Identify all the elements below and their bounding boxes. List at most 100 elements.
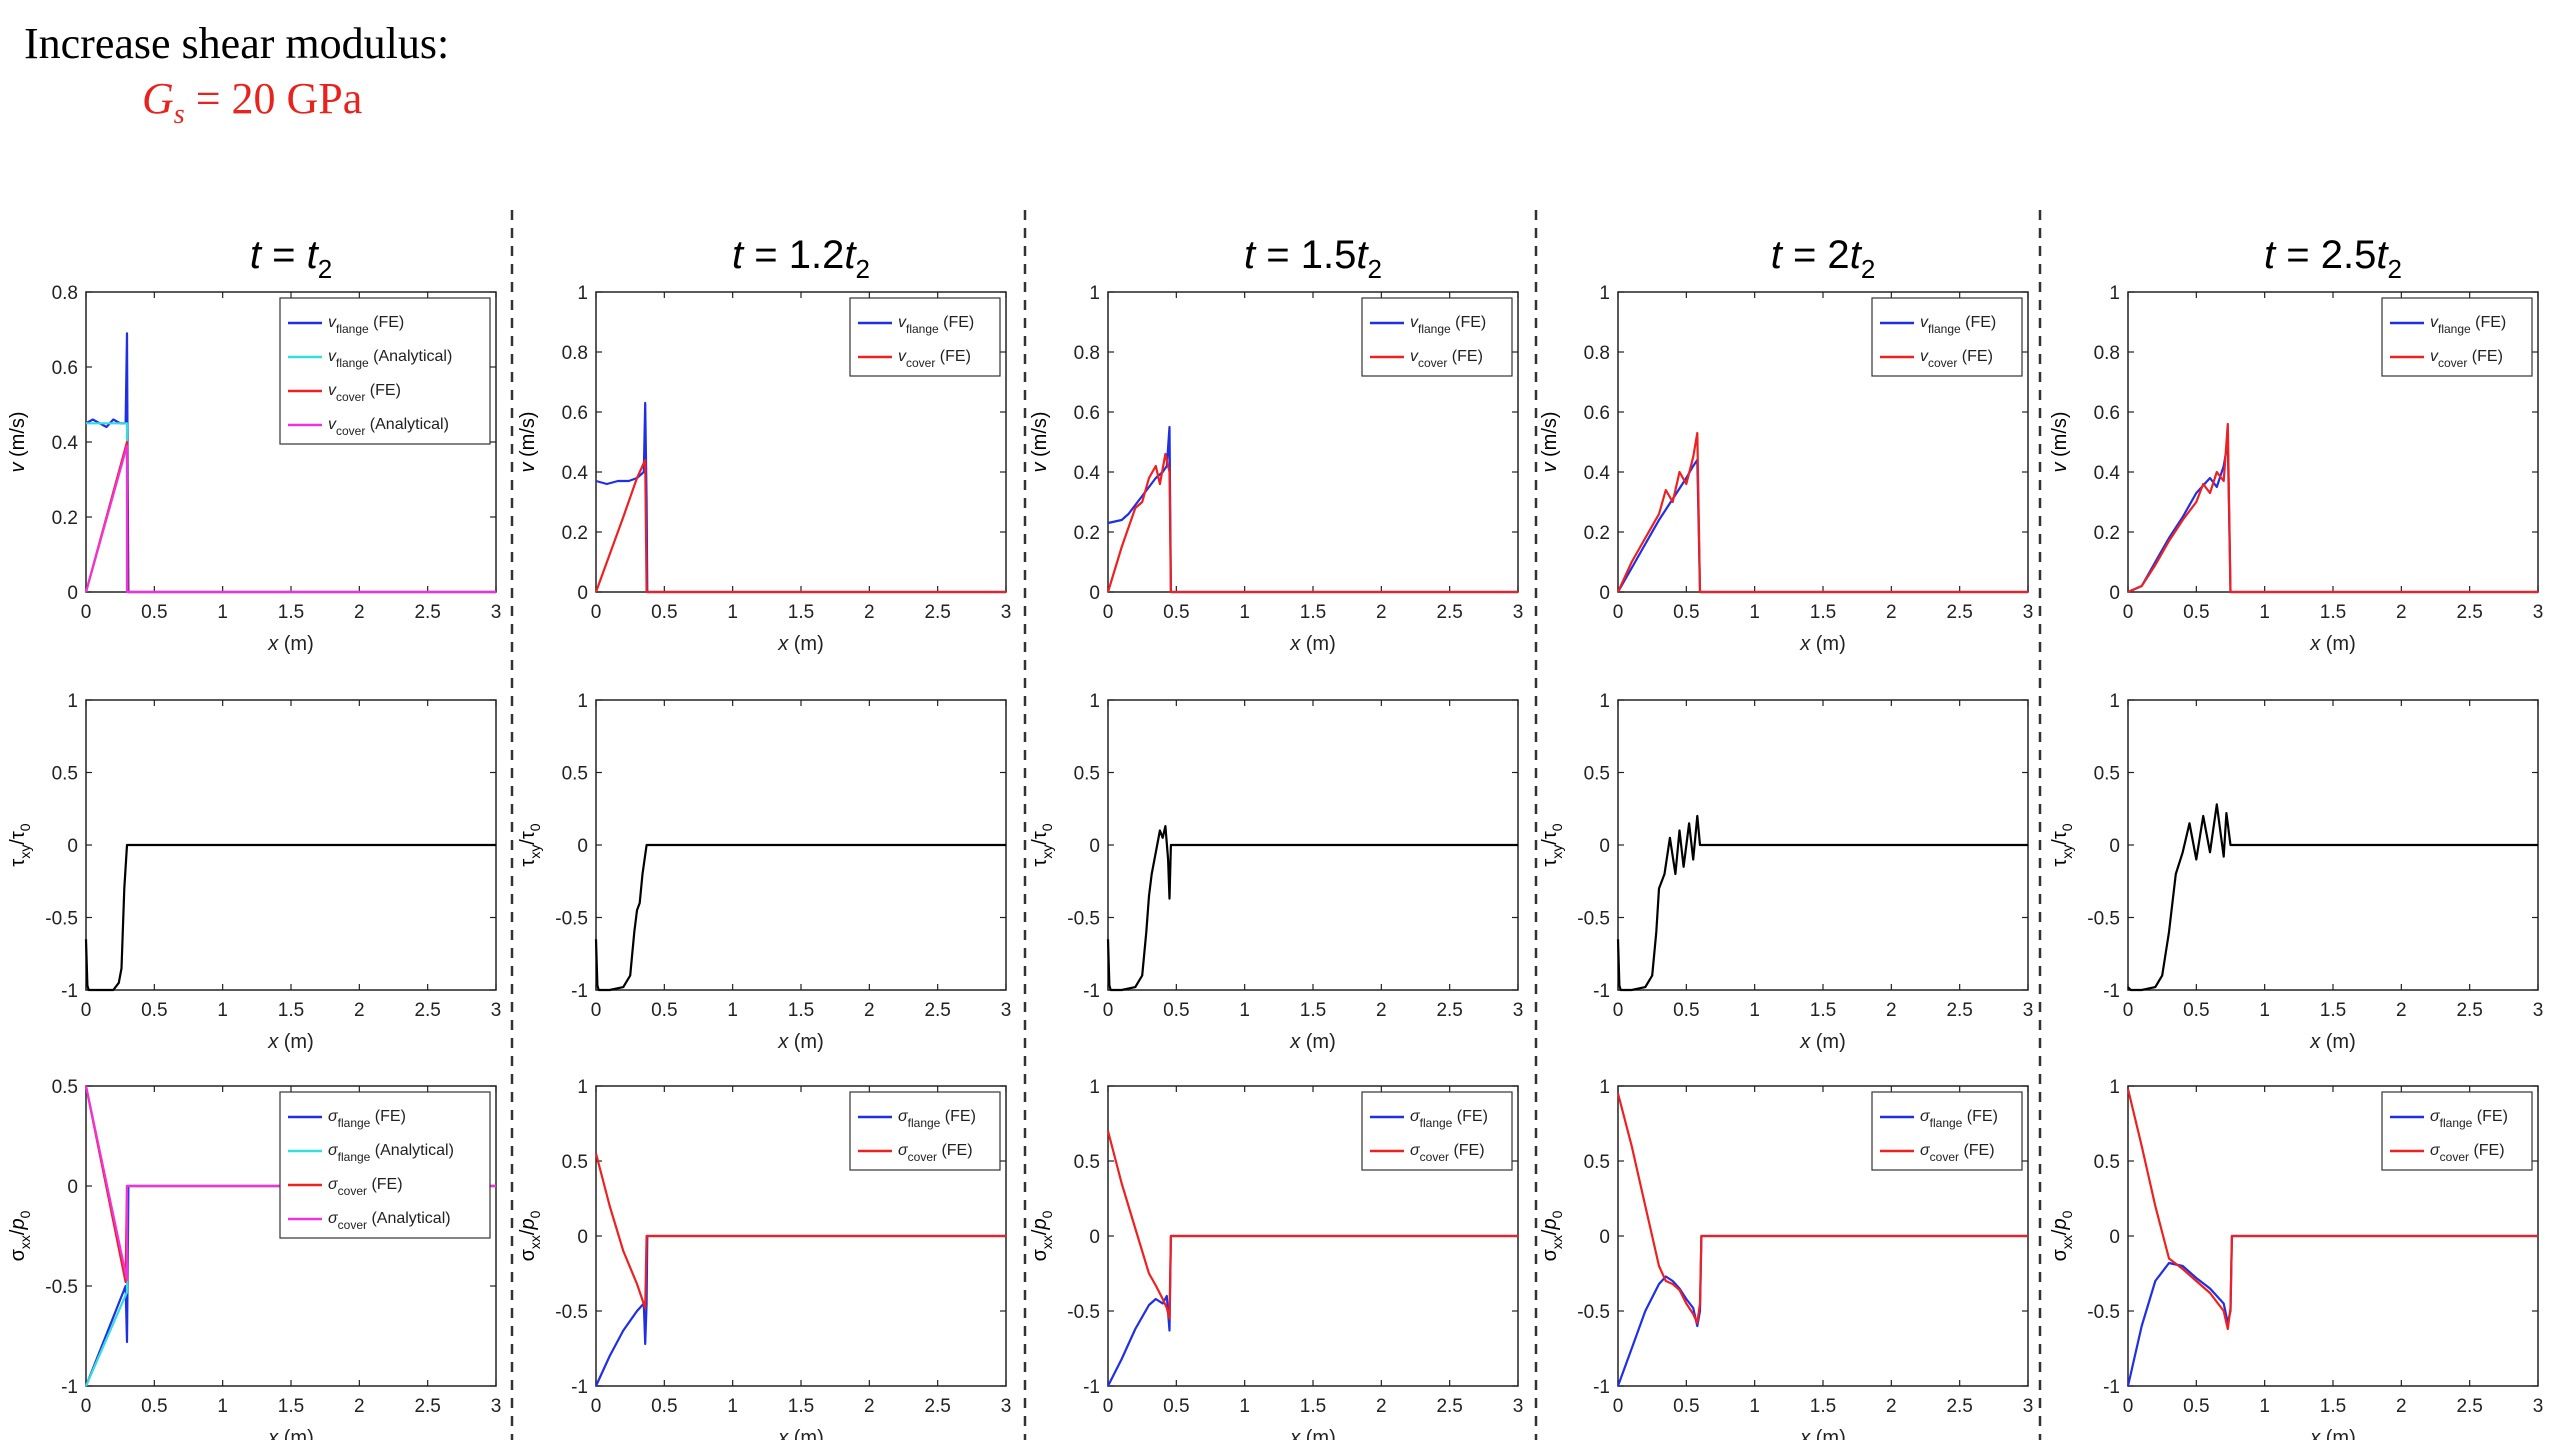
figure-title: Increase shear modulus: — [24, 19, 450, 68]
x-tick-label: 3 — [2533, 1000, 2544, 1021]
x-tick-label: 1.5 — [788, 1000, 814, 1021]
x-tick-label: 2.5 — [1436, 1396, 1462, 1417]
legend-label: σflange (FE) — [898, 1108, 976, 1130]
y-tick-label: -1 — [1593, 981, 1610, 1002]
x-tick-label: 3 — [1001, 1396, 1012, 1417]
x-tick-label: 0.5 — [2183, 602, 2209, 623]
legend-label: σcover (FE) — [898, 1142, 973, 1164]
series-line — [84, 444, 496, 594]
x-axis-label: x (m) — [1289, 1427, 1336, 1440]
x-axis-label: x (m) — [2309, 1427, 2356, 1440]
y-tick-label: 0.5 — [562, 764, 588, 785]
legend-label: σflange (FE) — [1920, 1108, 1998, 1130]
x-tick-label: 0.5 — [141, 1396, 167, 1417]
x-tick-label: 2 — [1886, 1396, 1897, 1417]
y-tick-label: -1 — [61, 1377, 78, 1398]
x-tick-label: 1 — [727, 1396, 738, 1417]
y-tick-label: 0 — [1089, 836, 1100, 857]
legend-label: vcover (FE) — [2430, 348, 2503, 370]
legend-label: σcover (FE) — [328, 1176, 403, 1198]
shear-modulus-symbol: G — [142, 74, 174, 123]
legend: σflange (FE) σflange (Analytical) σcover (… — [279, 1091, 491, 1239]
y-tick-label: 0 — [577, 836, 588, 857]
x-tick-label: 1.5 — [1300, 602, 1326, 623]
legend-label: σflange (Analytical) — [328, 1142, 454, 1164]
y-tick-label: 0 — [1599, 1227, 1610, 1248]
y-tick-label: 0.5 — [2094, 764, 2120, 785]
y-tick-label: 0.2 — [2094, 523, 2120, 544]
x-tick-label: 3 — [491, 1396, 502, 1417]
shear-plot-2: 0 0.5 1 1.5 2 2.5 3 x (m) -1 -0.5 0 0.5 1 τxy/τ0 — [517, 691, 1011, 1053]
y-tick-label: -0.5 — [2087, 909, 2120, 930]
x-tick-label: 1.5 — [1810, 602, 1836, 623]
velocity-plot-2: 0 0.5 1 1.5 2 2.5 3 x (m) 0 0.2 0.4 0.6 0.8 1 v (m/s) v… — [517, 283, 1011, 655]
x-tick-label: 1.5 — [278, 1000, 304, 1021]
x-tick-label: 1.5 — [1810, 1396, 1836, 1417]
y-tick-label: 0 — [67, 836, 78, 857]
y-tick-label: 1 — [1599, 691, 1610, 712]
x-tick-label: 0 — [591, 602, 602, 623]
x-tick-label: 2 — [354, 1000, 365, 1021]
y-tick-label: 0 — [67, 1177, 78, 1198]
x-tick-label: 3 — [2533, 1396, 2544, 1417]
x-tick-label: 0 — [2123, 602, 2134, 623]
x-tick-label: 3 — [2023, 602, 2034, 623]
y-tick-label: -0.5 — [45, 909, 78, 930]
x-tick-label: 1 — [2259, 602, 2270, 623]
normal-plot-5: 0 0.5 1 1.5 2 2.5 3 x (m) -1 -0.5 0 0.5 1 σxx/p0 σflan… — [2049, 1077, 2543, 1440]
y-tick-label: 0 — [1089, 583, 1100, 604]
normal-ylabel: σxx/p0 — [7, 1210, 33, 1261]
y-tick-label: -1 — [61, 981, 78, 1002]
velocity-ylabel: v (m/s) — [1029, 411, 1051, 472]
series-line — [1106, 452, 1518, 594]
legend-label: vcover (FE) — [898, 348, 971, 370]
x-tick-label: 0.5 — [1673, 602, 1699, 623]
legend-label: σflange (FE) — [2430, 1108, 2508, 1130]
legend-label: vflange (FE) — [1920, 314, 1996, 336]
velocity-ylabel: v (m/s) — [2049, 411, 2071, 472]
y-tick-label: -0.5 — [1067, 909, 1100, 930]
normal-ylabel: σxx/p0 — [1029, 1210, 1055, 1261]
velocity-plot-1: 0 0.5 1 1.5 2 2.5 3 x (m) 0 0.2 0.4 0.6 0.8 v (m/s) vf… — [7, 283, 501, 655]
velocity-ylabel: v (m/s) — [517, 411, 539, 472]
x-tick-label: 2.5 — [414, 1000, 440, 1021]
legend-label: vflange (FE) — [1410, 314, 1486, 336]
normal-ylabel: σxx/p0 — [517, 1210, 543, 1261]
x-tick-label: 0 — [591, 1000, 602, 1021]
y-tick-label: 0.8 — [1074, 343, 1100, 364]
x-axis-label: x (m) — [1799, 1427, 1846, 1440]
x-tick-label: 2.5 — [1436, 602, 1462, 623]
y-tick-label: 1 — [2109, 1077, 2120, 1098]
x-tick-label: 2 — [2396, 602, 2407, 623]
x-tick-label: 2.5 — [414, 1396, 440, 1417]
normal-ylabel: σxx/p0 — [2049, 1210, 2075, 1261]
x-tick-label: 0.5 — [1673, 1396, 1699, 1417]
x-tick-label: 2.5 — [924, 1396, 950, 1417]
x-tick-label: 2 — [1376, 1396, 1387, 1417]
y-tick-label: 0.8 — [562, 343, 588, 364]
y-tick-label: 0.5 — [52, 764, 78, 785]
x-tick-label: 0.5 — [1163, 1000, 1189, 1021]
shear-ylabel: τxy/τ0 — [1029, 823, 1055, 866]
y-tick-label: 0.6 — [52, 358, 78, 379]
y-tick-label: 0.4 — [52, 433, 79, 454]
x-tick-label: 3 — [2533, 602, 2544, 623]
legend-label: vcover (Analytical) — [328, 416, 449, 438]
shear-plot-1: 0 0.5 1 1.5 2 2.5 3 x (m) -1 -0.5 0 0.5 1 τxy/τ0 — [7, 691, 501, 1053]
x-tick-label: 1.5 — [2320, 1000, 2346, 1021]
y-tick-label: -0.5 — [2087, 1302, 2120, 1323]
y-tick-label: 0.5 — [2094, 1152, 2120, 1173]
y-tick-label: 1 — [577, 1077, 588, 1098]
y-tick-label: 1 — [577, 283, 588, 304]
x-tick-label: 2.5 — [924, 602, 950, 623]
x-tick-label: 2 — [864, 1000, 875, 1021]
x-tick-label: 0 — [81, 1000, 92, 1021]
x-tick-label: 2 — [354, 1396, 365, 1417]
y-tick-label: 0 — [1599, 583, 1610, 604]
x-axis-label: x (m) — [1289, 633, 1336, 655]
x-tick-label: 3 — [1001, 1000, 1012, 1021]
legend-label: vflange (FE) — [2430, 314, 2506, 336]
y-tick-label: 0.2 — [562, 523, 588, 544]
legend-label: vcover (FE) — [1410, 348, 1483, 370]
